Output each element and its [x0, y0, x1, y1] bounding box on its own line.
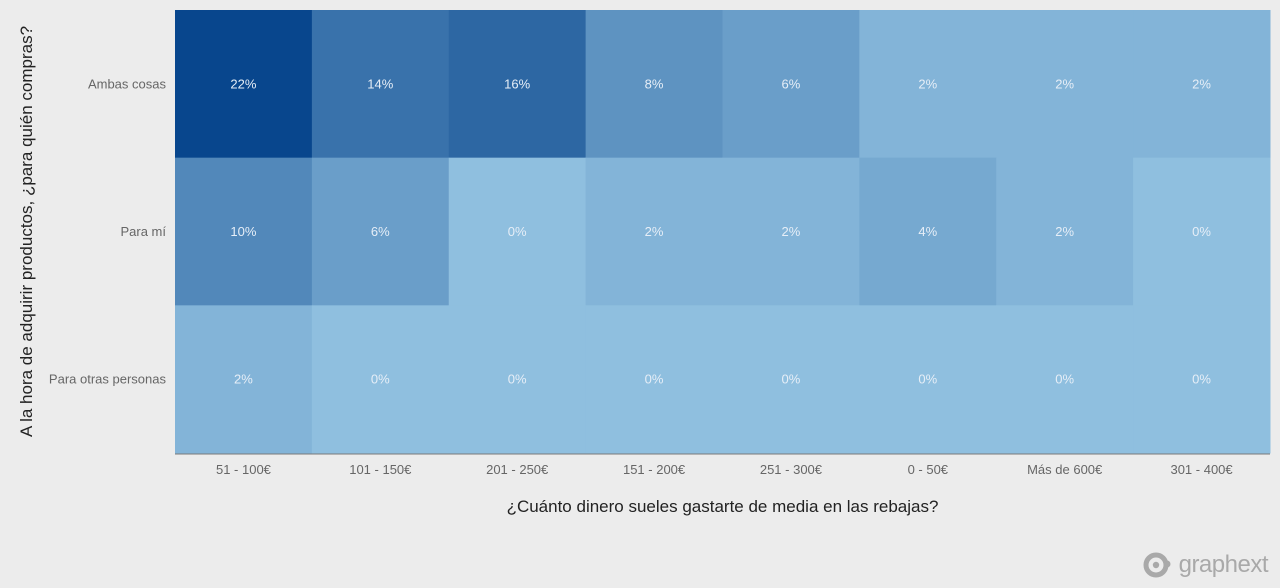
heatmap-cell-label: 2%	[645, 224, 664, 239]
heatmap-cell-label: 0%	[918, 372, 937, 387]
heatmap-cell[interactable]	[448, 10, 587, 159]
heatmap-cell[interactable]	[311, 157, 450, 306]
heatmap-cell-label: 0%	[508, 224, 527, 239]
heatmap-cell-label: 14%	[367, 76, 393, 91]
x-axis-title: ¿Cuánto dinero sueles gastarte de media …	[507, 497, 939, 516]
graphext-logo-icon	[1143, 552, 1171, 578]
heatmap-cell[interactable]	[722, 157, 860, 306]
heatmap-cell[interactable]	[175, 157, 313, 306]
heatmap-cell[interactable]	[1133, 305, 1271, 454]
y-tick-label: Para mí	[120, 224, 166, 239]
heatmap-cell-label: 2%	[1055, 224, 1074, 239]
heatmap-cell[interactable]	[1133, 10, 1271, 159]
x-tick-label: 201 - 250€	[486, 462, 549, 477]
heatmap-cell[interactable]	[585, 305, 723, 454]
heatmap-cell[interactable]	[311, 305, 450, 454]
heatmap-cell-label: 0%	[1055, 372, 1074, 387]
x-tick-label: 301 - 400€	[1170, 462, 1233, 477]
heatmap-cell-label: 6%	[782, 76, 801, 91]
heatmap-cell-label: 4%	[918, 224, 937, 239]
brand-watermark: graphext	[1143, 551, 1269, 579]
heatmap-cell-label: 0%	[1192, 224, 1211, 239]
heatmap-cell[interactable]	[722, 10, 860, 159]
brand-name: graphext	[1178, 551, 1269, 578]
heatmap-cell-label: 2%	[918, 76, 937, 91]
heatmap-cell[interactable]	[175, 10, 313, 159]
heatmap-cell-label: 16%	[504, 76, 530, 91]
heatmap-cell-label: 0%	[782, 372, 801, 387]
heatmap-cell-label: 22%	[230, 76, 256, 91]
heatmap-cell[interactable]	[996, 305, 1134, 454]
heatmap-cell-label: 0%	[645, 372, 664, 387]
heatmap-cell-label: 8%	[645, 76, 664, 91]
heatmap-cell[interactable]	[859, 157, 997, 306]
y-axis-ticks: Ambas cosas Para mí Para otras personas	[49, 76, 167, 386]
heatmap-cell-label: 0%	[1192, 372, 1211, 387]
x-tick-label: 151 - 200€	[623, 462, 686, 477]
heatmap-cell-label: 2%	[1192, 76, 1211, 91]
heatmap-cell[interactable]	[175, 305, 313, 454]
y-axis-title: A la hora de adquirir productos, ¿para q…	[17, 26, 36, 437]
y-tick-label: Para otras personas	[49, 372, 167, 387]
heatmap-cells	[175, 10, 1271, 454]
heatmap-cell[interactable]	[448, 157, 587, 306]
heatmap-cell-label: 0%	[508, 372, 527, 387]
heatmap-cell[interactable]	[859, 10, 997, 159]
heatmap-cell-label: 2%	[782, 224, 801, 239]
heatmap-cell[interactable]	[722, 305, 860, 454]
heatmap-cell[interactable]	[996, 157, 1134, 306]
heatmap-cell[interactable]	[859, 305, 997, 454]
x-tick-label: 0 - 50€	[908, 462, 949, 477]
heatmap-cell[interactable]	[1133, 157, 1271, 306]
heatmap-cell[interactable]	[448, 305, 587, 454]
heatmap-cell-label: 6%	[371, 224, 390, 239]
heatmap-cell-label: 2%	[1055, 76, 1074, 91]
y-tick-label: Ambas cosas	[88, 76, 167, 91]
heatmap-cell[interactable]	[585, 10, 723, 159]
heatmap-cell-labels: 22% 14% 16% 8% 6% 2% 2% 2% 10% 6% 0% 2% 2% 4% 2% 0% 2% 0%…	[230, 76, 1211, 386]
x-tick-label: 51 - 100€	[216, 462, 272, 477]
heatmap-cell[interactable]	[311, 10, 450, 159]
x-tick-label: 251 - 300€	[760, 462, 823, 477]
heatmap-cell-label: 2%	[234, 372, 253, 387]
x-axis-ticks: 51 - 100€ 101 - 150€ 201 - 250€ 151 - 200€ 2…	[216, 462, 1233, 477]
heatmap-cell[interactable]	[996, 10, 1134, 159]
heatmap-cell[interactable]	[585, 157, 723, 306]
heatmap-cell-label: 10%	[230, 224, 256, 239]
heatmap-cell-label: 0%	[371, 372, 390, 387]
x-tick-label: Más de 600€	[1027, 462, 1103, 477]
x-tick-label: 101 - 150€	[349, 462, 412, 477]
